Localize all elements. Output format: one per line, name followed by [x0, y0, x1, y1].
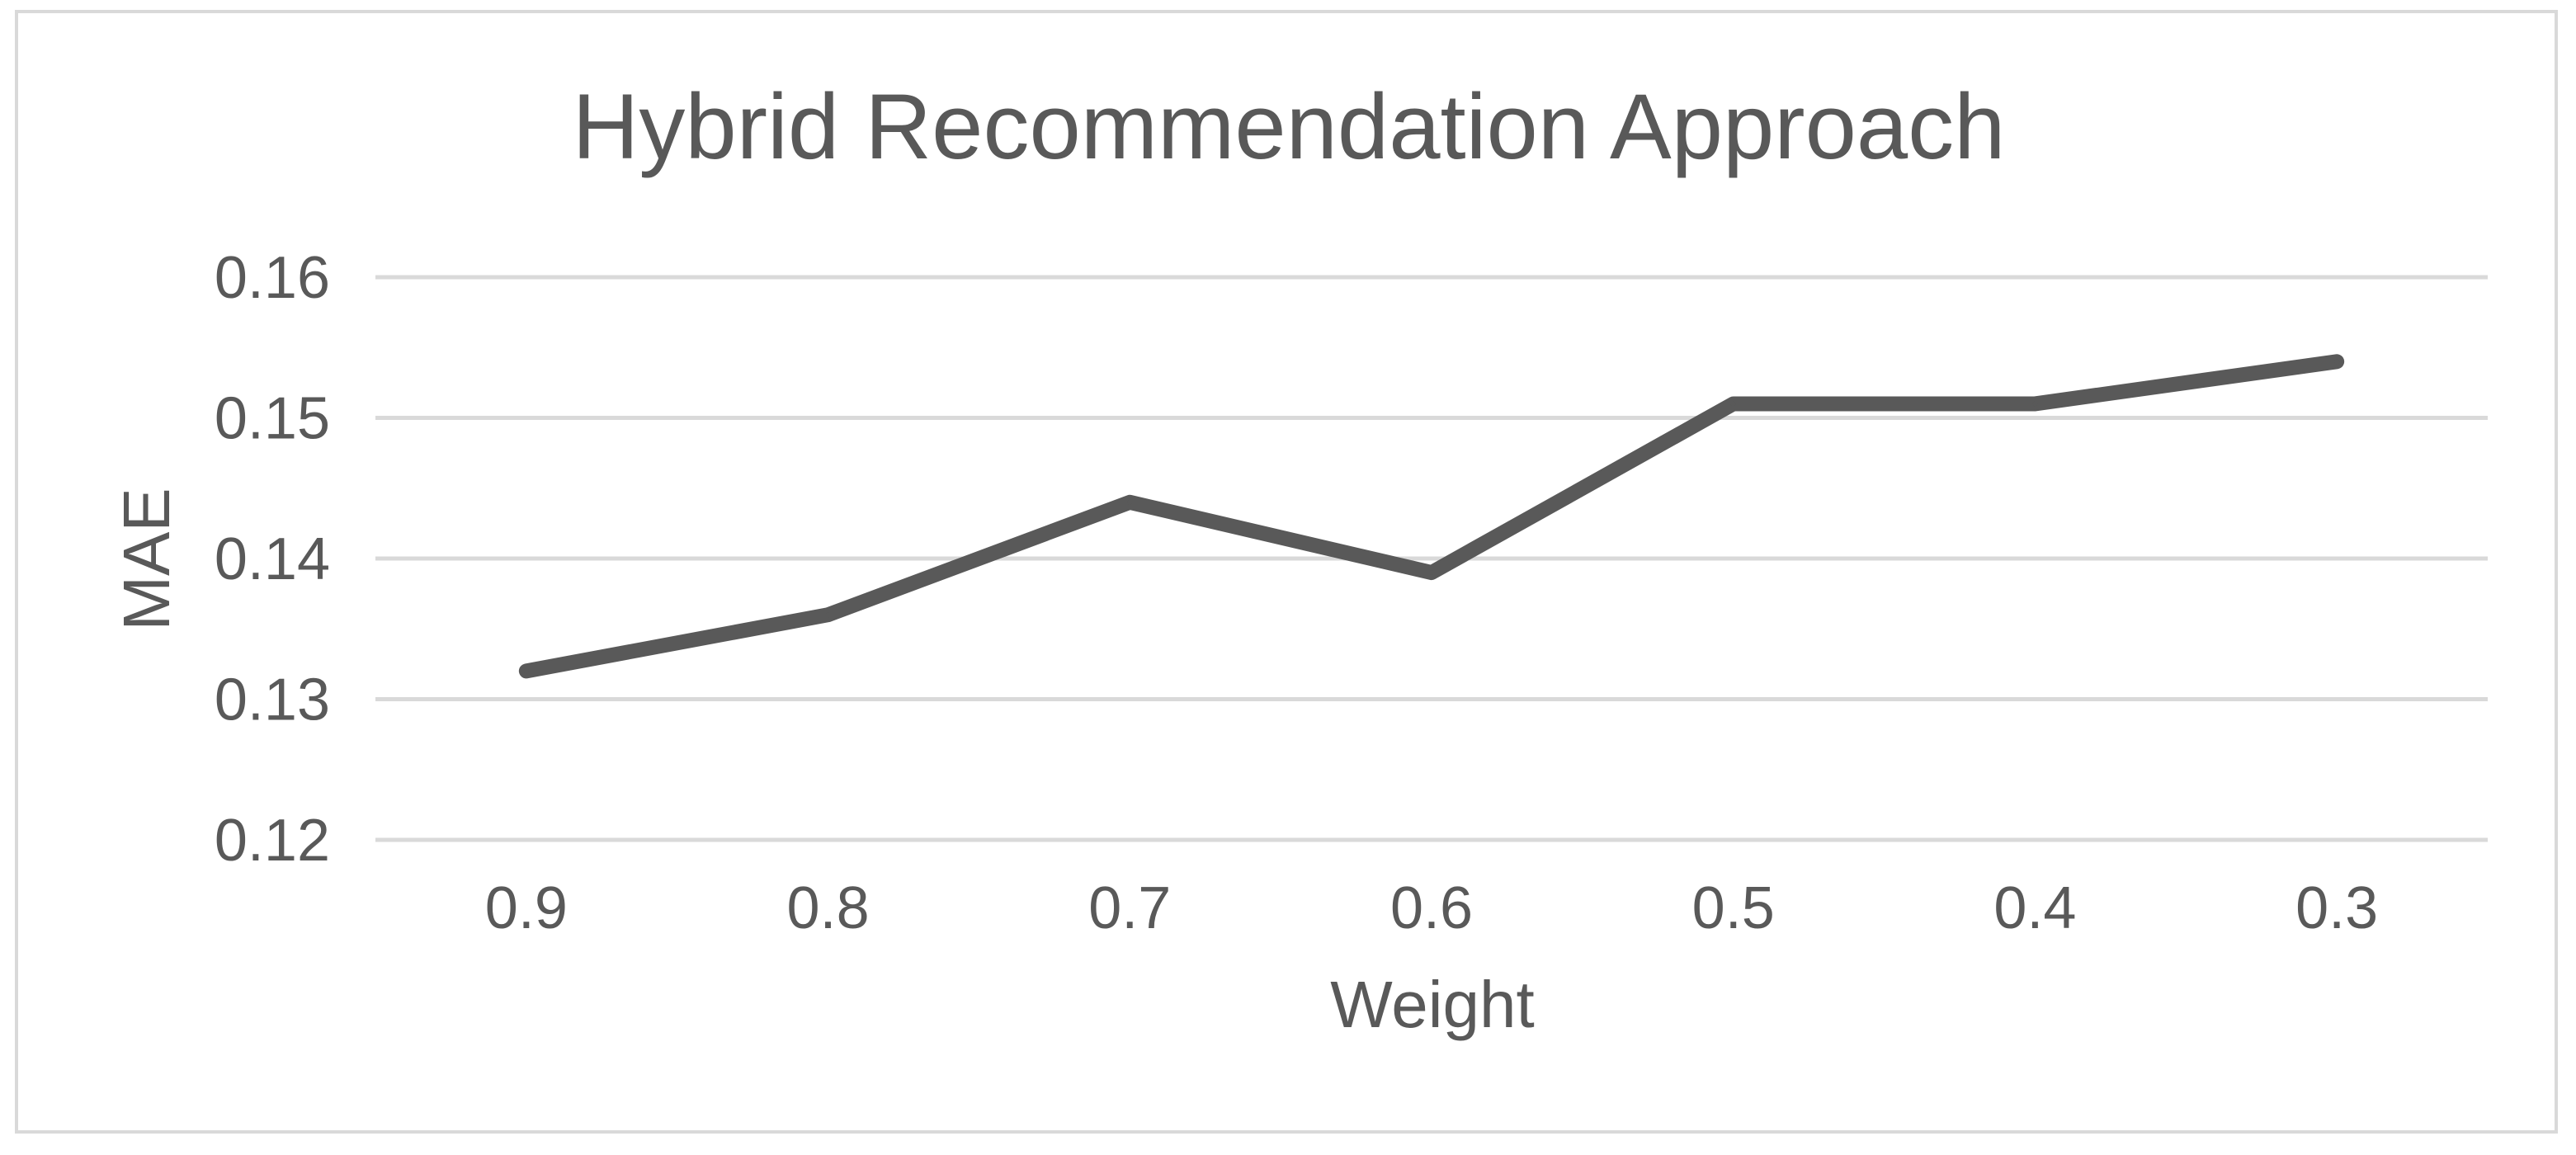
- data-point-5: [2032, 401, 2038, 407]
- x-tick-label-5: 0.4: [1993, 875, 2076, 941]
- x-tick-label-6: 0.3: [2295, 875, 2378, 941]
- x-axis-ticks: 0.9 0.8 0.7 0.6 0.5 0.4 0.3: [485, 875, 2378, 941]
- x-tick-label-3: 0.6: [1390, 875, 1473, 941]
- data-point-2: [1127, 499, 1133, 505]
- y-tick-label-0: 0.12: [215, 808, 330, 874]
- x-axis-title: Weight: [1330, 968, 1535, 1041]
- x-tick-label-1: 0.8: [787, 875, 870, 941]
- y-axis-title: MAE: [110, 488, 183, 630]
- y-tick-label-1: 0.13: [215, 667, 330, 733]
- series-line-0: [518, 354, 2345, 679]
- data-point-1: [825, 612, 831, 618]
- series-layer: [518, 354, 2345, 679]
- y-axis-ticks: 0.12 0.13 0.14 0.15 0.16: [215, 245, 330, 874]
- data-point-3: [1429, 570, 1434, 576]
- data-point-6: [2334, 359, 2340, 365]
- data-point-4: [1730, 401, 1736, 407]
- y-tick-label-4: 0.16: [215, 245, 330, 311]
- chart-title: Hybrid Recommendation Approach: [573, 75, 2006, 178]
- x-tick-label-0: 0.9: [485, 875, 568, 941]
- data-point-0: [523, 668, 529, 674]
- x-tick-label-4: 0.5: [1692, 875, 1775, 941]
- y-tick-label-3: 0.15: [215, 386, 330, 452]
- y-tick-label-2: 0.14: [215, 526, 330, 592]
- x-tick-label-2: 0.7: [1088, 875, 1171, 941]
- gridlines: [375, 275, 2488, 842]
- chart-frame: [15, 10, 2558, 1134]
